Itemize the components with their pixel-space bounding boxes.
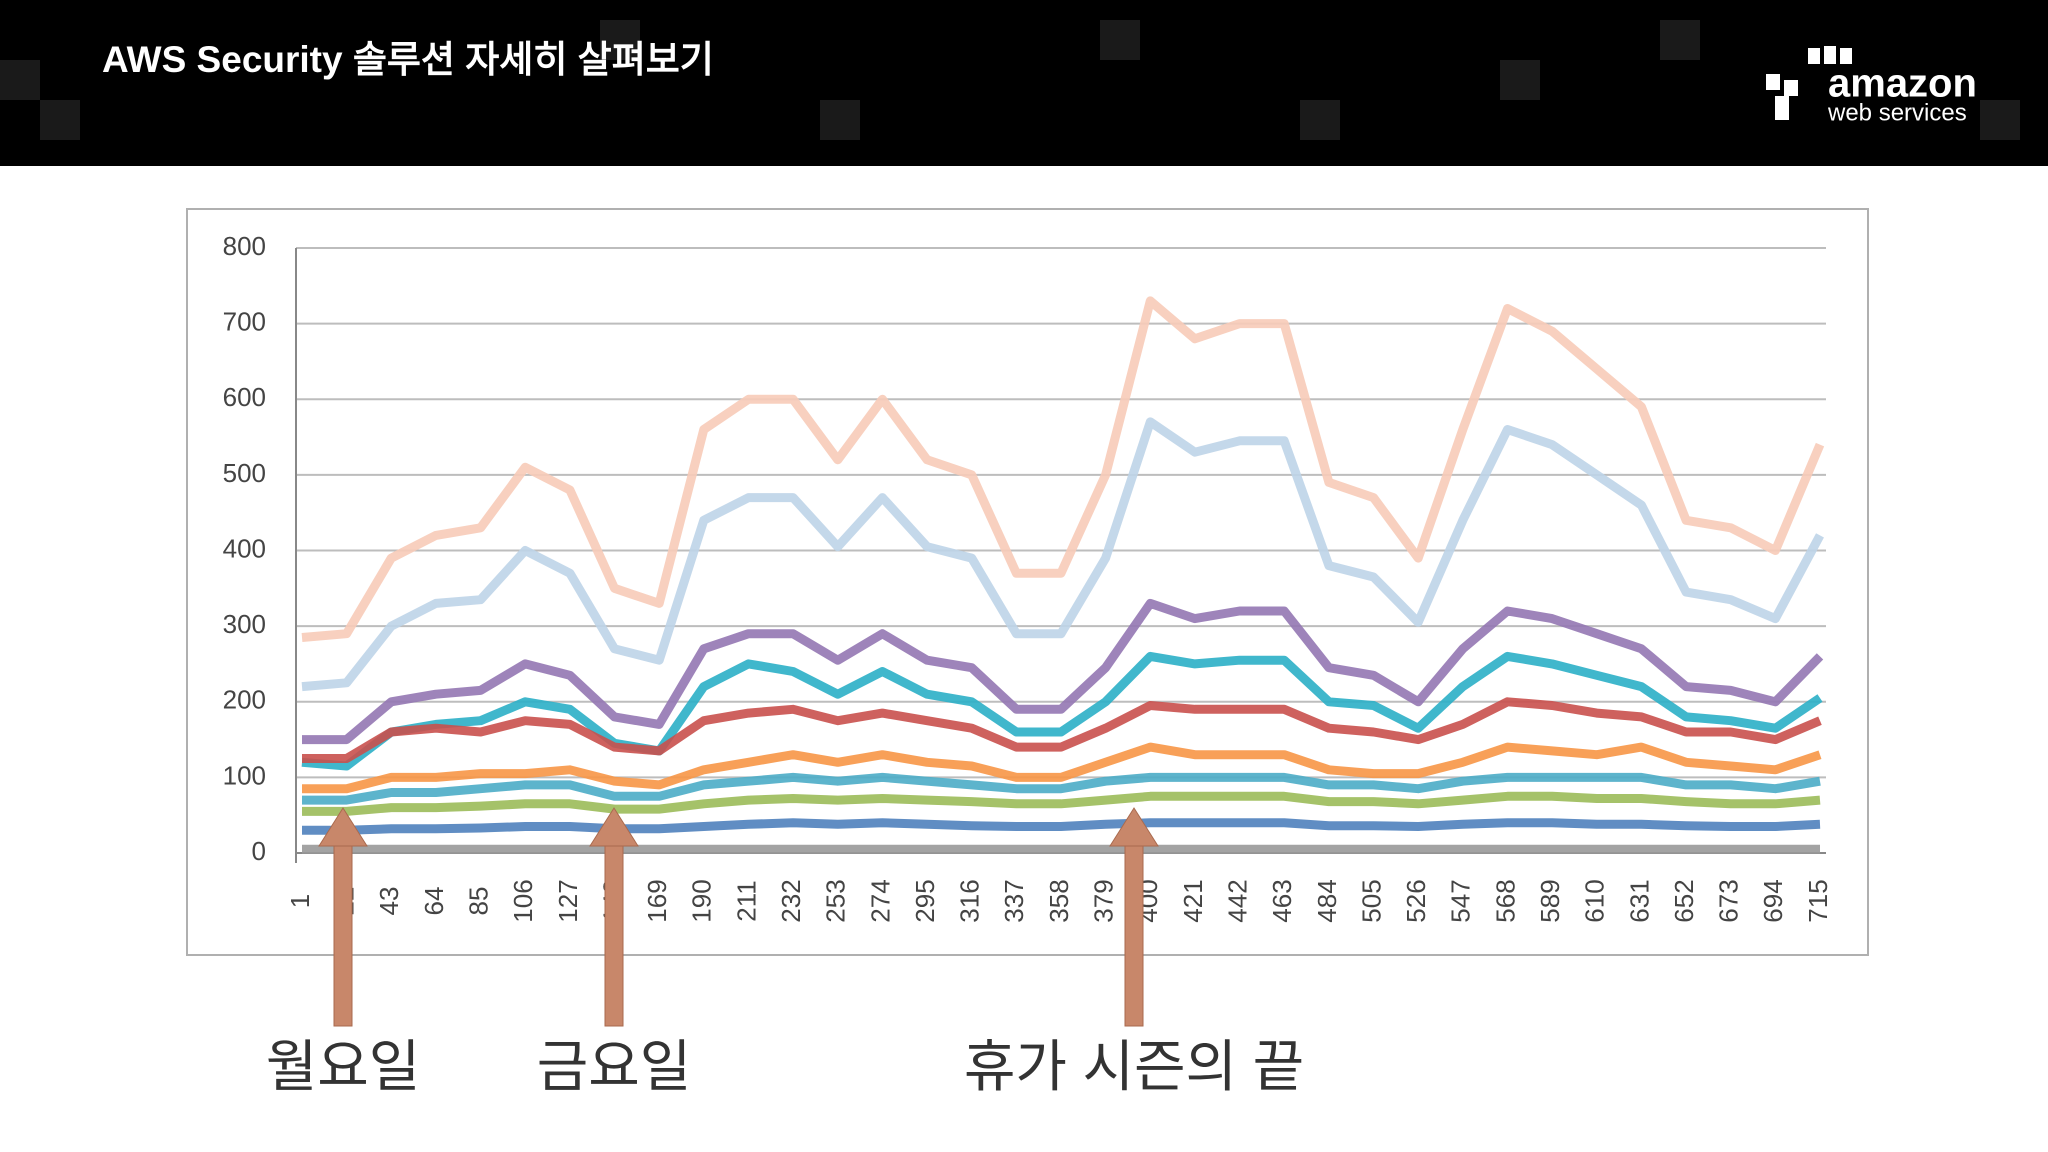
annotation-label: 월요일	[266, 1035, 421, 1098]
series-line	[301, 296, 1825, 642]
series-line	[302, 772, 1821, 805]
series-line	[302, 818, 1821, 835]
arrow-shaft	[604, 829, 624, 1027]
x-tick-label: 547	[1446, 879, 1476, 922]
header-pattern	[0, 20, 2020, 140]
x-tick-label: 85	[463, 887, 493, 916]
y-tick-label: 400	[223, 533, 266, 563]
y-tick-label: 100	[223, 760, 266, 790]
y-tick-label: 200	[223, 685, 266, 715]
y-tick-label: 300	[223, 609, 266, 639]
annotation-label: 금요일	[537, 1035, 692, 1098]
series-line	[302, 742, 1822, 794]
x-tick-label: 673	[1714, 879, 1744, 922]
x-tick-label: 169	[642, 879, 672, 922]
x-tick-label: 253	[821, 879, 851, 922]
x-tick-label: 127	[553, 879, 583, 922]
x-tick-label: 379	[1089, 879, 1119, 922]
x-tick-label: 505	[1356, 879, 1386, 922]
x-tick-label: 211	[731, 880, 761, 921]
x-tick-label: 568	[1490, 879, 1520, 922]
y-tick-label: 600	[223, 382, 266, 412]
x-tick-label: 43	[374, 887, 404, 916]
x-tick-label: 442	[1222, 879, 1252, 922]
x-tick-label: 358	[1044, 879, 1074, 922]
logo-main: amazon	[1828, 62, 1977, 106]
arrow-shaft	[1124, 829, 1144, 1027]
arrow-head	[589, 807, 639, 847]
series-line	[301, 651, 1823, 771]
x-tick-label: 1	[285, 894, 315, 908]
annotation-label: 휴가 시즌의 끝	[964, 1035, 1304, 1098]
x-tick-label: 421	[1178, 879, 1208, 922]
x-tick-label: 232	[776, 879, 806, 922]
x-tick-label: 337	[999, 879, 1029, 922]
x-tick-label: 484	[1312, 879, 1342, 922]
x-tick-label: 631	[1624, 879, 1654, 922]
arrow-head	[318, 807, 368, 847]
x-tick-label: 652	[1669, 879, 1699, 922]
chart-frame	[186, 208, 1869, 956]
x-tick-label: 589	[1535, 879, 1565, 922]
series-line	[302, 791, 1821, 816]
x-tick-label: 295	[910, 879, 940, 922]
x-tick-label: 106	[508, 879, 538, 922]
arrow-head	[1109, 807, 1159, 847]
header-bar	[0, 0, 2048, 166]
series-line	[301, 417, 1824, 692]
y-tick-label: 500	[223, 458, 266, 488]
x-tick-label: 694	[1758, 879, 1788, 922]
logo-sub: web services	[1827, 99, 1967, 126]
x-tick-label: 715	[1803, 879, 1833, 922]
y-tick-label: 800	[223, 231, 266, 261]
logo-icon	[1766, 46, 1852, 120]
x-tick-label: 274	[865, 879, 895, 922]
y-tick-label: 0	[252, 836, 266, 866]
x-tick-label: 190	[687, 879, 717, 922]
series-line	[302, 697, 1822, 763]
x-tick-label: 463	[1267, 879, 1297, 922]
slide-title: AWS Security 솔루션 자세히 살펴보기	[102, 39, 714, 80]
series-line	[302, 598, 1824, 745]
y-tick-label: 700	[223, 307, 266, 337]
x-tick-label: 316	[955, 879, 985, 922]
x-tick-label: 64	[419, 887, 449, 916]
x-tick-label: 526	[1401, 879, 1431, 922]
arrow-shaft	[333, 829, 353, 1027]
x-tick-label: 610	[1580, 879, 1610, 922]
